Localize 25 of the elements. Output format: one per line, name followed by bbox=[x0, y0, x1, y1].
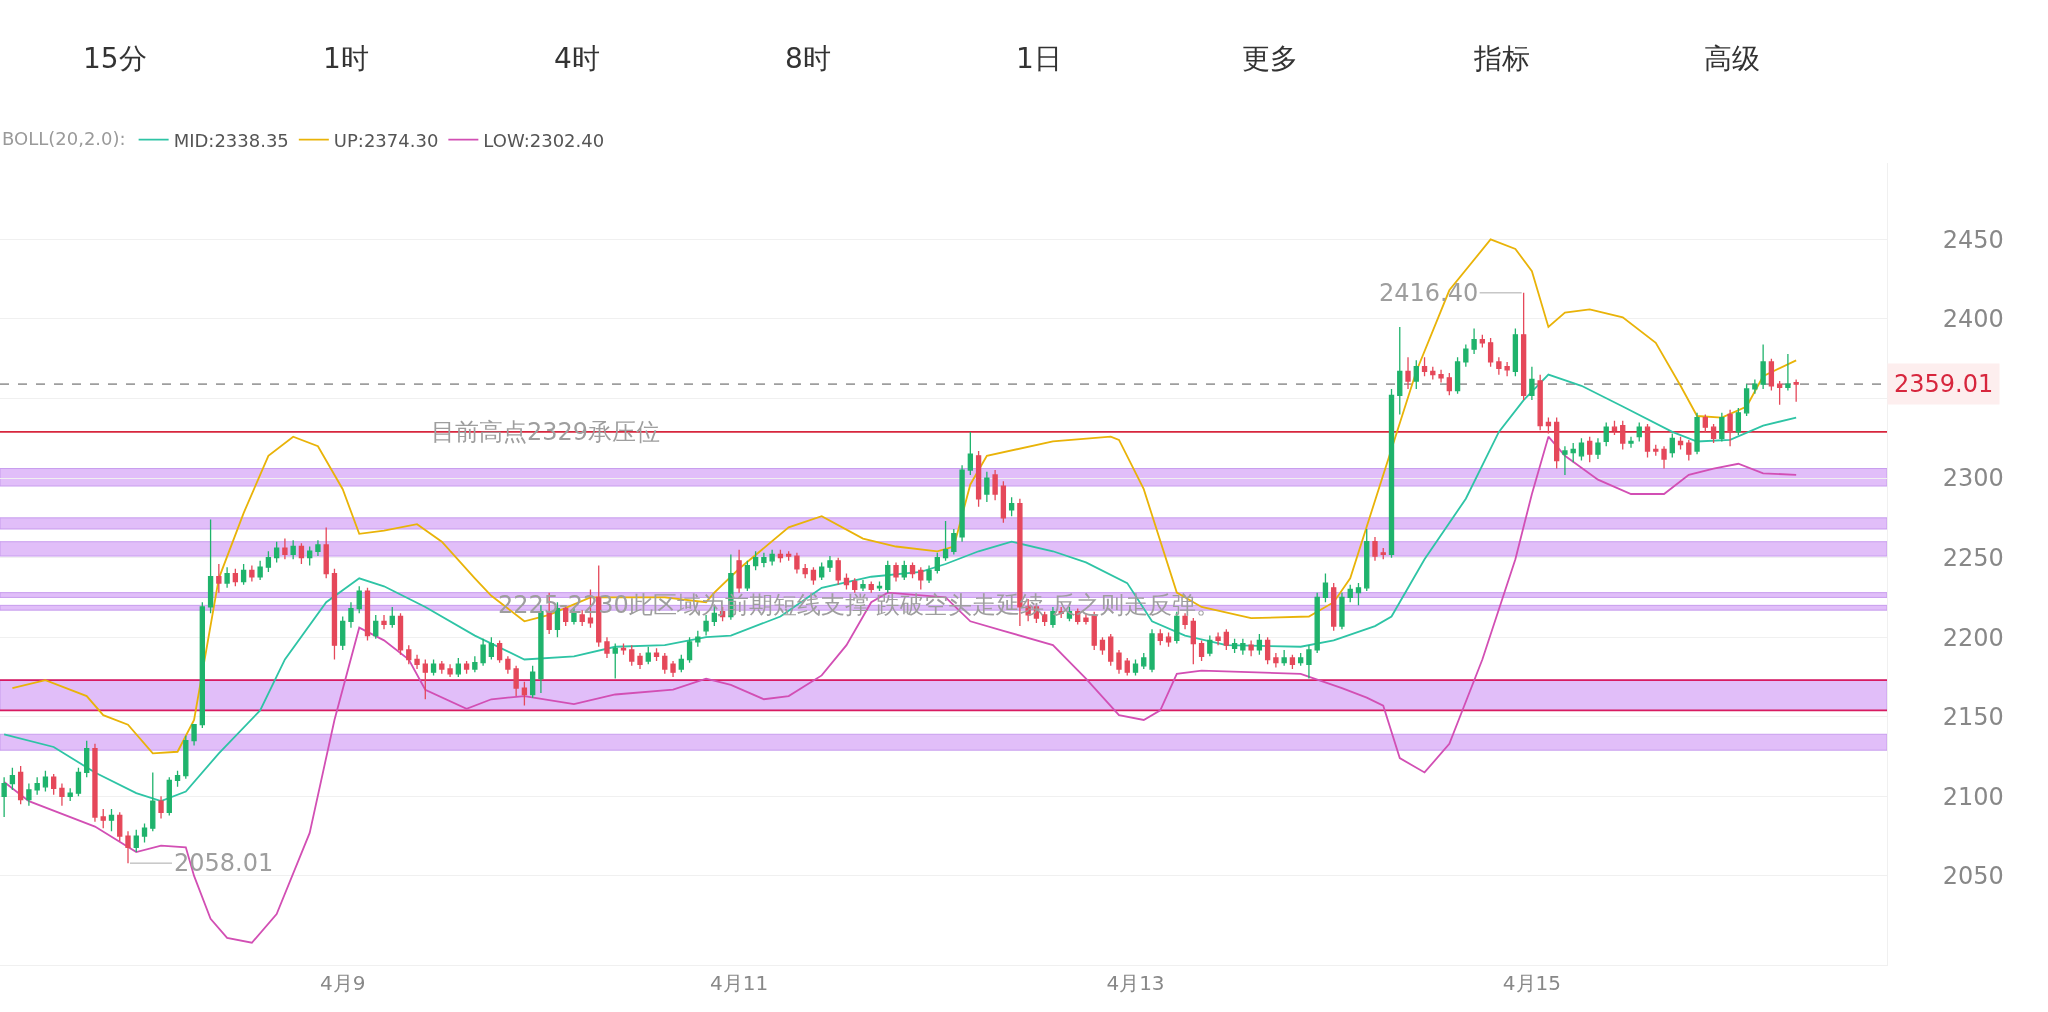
text: 指标 bbox=[1473, 42, 1530, 75]
text: 4时 bbox=[554, 42, 600, 75]
legend-label: LOW:2302.40 bbox=[483, 129, 605, 151]
text: 1日 bbox=[1016, 42, 1062, 75]
x-tick-label: 4月13 bbox=[1106, 971, 1165, 995]
x-tick-label: 4月11 bbox=[710, 971, 769, 995]
y-tick-label: 2250 bbox=[1942, 544, 2004, 573]
x-tick-label: 4月15 bbox=[1502, 971, 1561, 995]
ref-line-label: 2359.01 bbox=[1894, 370, 1994, 398]
x-tick-label: 4月9 bbox=[319, 971, 366, 995]
y-tick-label: 2050 bbox=[1942, 862, 2004, 891]
y-tick-label: 2450 bbox=[1942, 225, 2004, 254]
y-tick-label: 2400 bbox=[1942, 305, 2004, 334]
y-tick-label: 2100 bbox=[1942, 782, 2004, 811]
text: 1时 bbox=[323, 42, 369, 75]
text: 8时 bbox=[785, 42, 831, 75]
y-tick-label: 2300 bbox=[1942, 464, 2004, 493]
text: 15分 bbox=[83, 42, 147, 75]
legend-label: UP:2374.30 bbox=[333, 129, 439, 151]
y-tick-label: 2150 bbox=[1942, 703, 2004, 732]
legend-label: MID:2338.35 bbox=[173, 129, 289, 151]
legend-title: BOLL(20,2.0): bbox=[2, 127, 126, 149]
text: 高级 bbox=[1704, 42, 1760, 75]
y-tick-label: 2200 bbox=[1942, 623, 2004, 652]
text: 更多 bbox=[1242, 42, 1298, 75]
